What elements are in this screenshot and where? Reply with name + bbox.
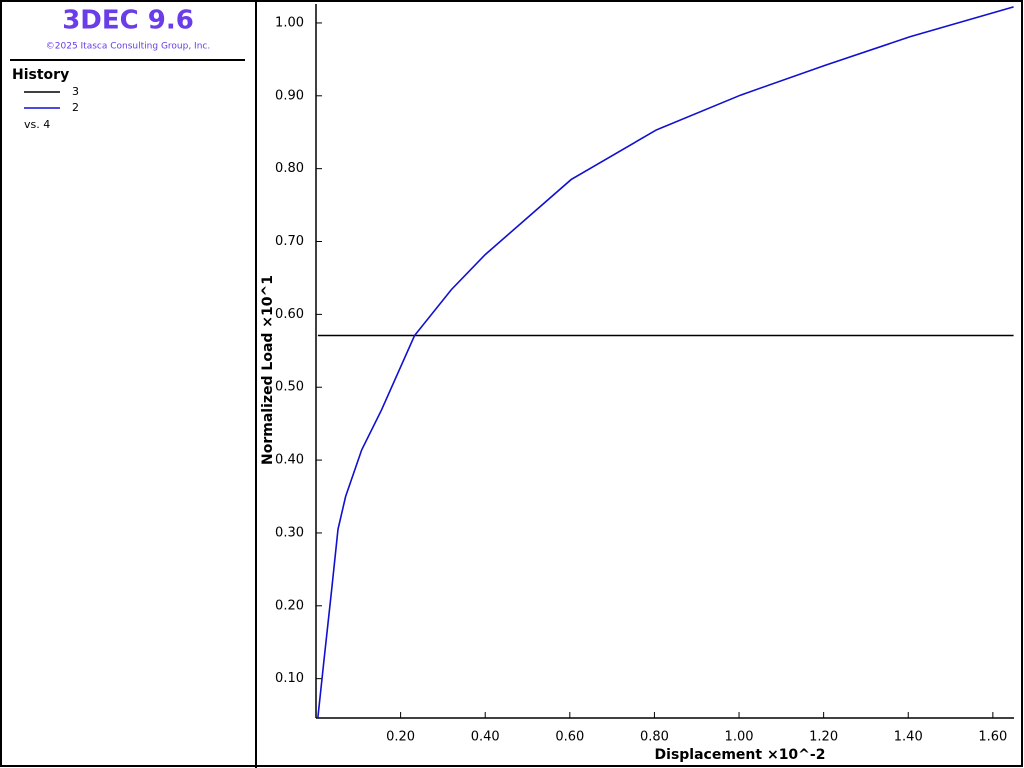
y-tick-label: 0.80 xyxy=(275,161,304,176)
y-tick-label: 0.30 xyxy=(275,525,304,540)
y-tick-label: 0.90 xyxy=(275,88,304,103)
legend-label: 2 xyxy=(72,101,79,114)
y-tick-label: 0.70 xyxy=(275,234,304,249)
series-line xyxy=(317,6,1014,718)
x-history: vs. 4 xyxy=(24,118,50,131)
y-tick-label: 1.00 xyxy=(275,15,304,30)
x-tick-label: 1.60 xyxy=(978,730,1007,745)
x-axis-label: Displacement ×10^-2 xyxy=(655,747,826,763)
y-tick-label: 0.50 xyxy=(275,380,304,395)
legend-title: History xyxy=(12,67,69,83)
x-tick-label: 0.60 xyxy=(555,730,584,745)
y-tick-label: 0.40 xyxy=(275,453,304,468)
y-tick-label: 0.60 xyxy=(275,307,304,322)
app-title: 3DEC 9.6 xyxy=(62,6,194,36)
x-tick-label: 1.40 xyxy=(894,730,923,745)
x-tick-label: 0.40 xyxy=(471,730,500,745)
y-tick-label: 0.10 xyxy=(275,671,304,686)
legend-label: 3 xyxy=(72,85,79,98)
x-tick-label: 0.80 xyxy=(640,730,669,745)
y-tick-label: 0.20 xyxy=(275,598,304,613)
y-axis-label: Normalized Load ×10^1 xyxy=(260,275,276,465)
x-tick-label: 0.20 xyxy=(386,730,415,745)
x-tick-label: 1.20 xyxy=(809,730,838,745)
copyright: ©2025 Itasca Consulting Group, Inc. xyxy=(46,42,210,52)
x-tick-label: 1.00 xyxy=(725,730,754,745)
